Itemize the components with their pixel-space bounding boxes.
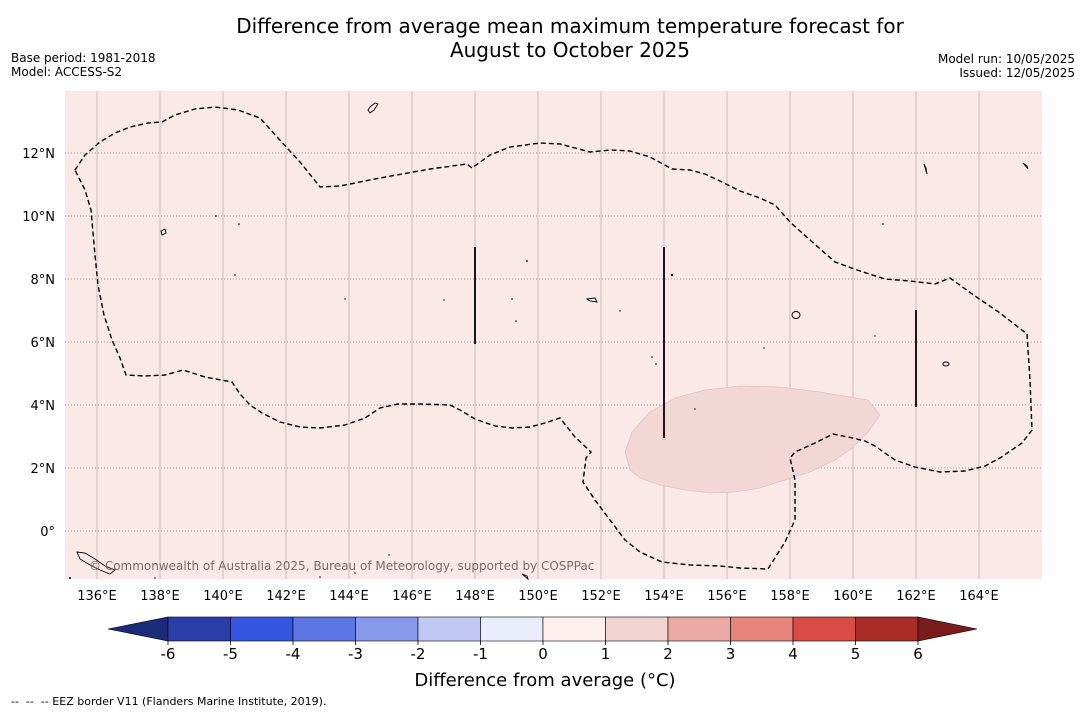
latitude-labels: 12°N 10°N 8°N 6°N 4°N 2°N 0° bbox=[22, 147, 55, 540]
base-period: Base period: 1981-2018 bbox=[11, 51, 156, 65]
lat-label: 12°N bbox=[22, 147, 55, 162]
footnote: -- -- -- EEZ border V11 (Flanders Marine… bbox=[11, 695, 327, 708]
colorbar-swatch bbox=[792, 616, 856, 642]
colorbar-swatch bbox=[417, 616, 481, 642]
colorbar-tick-label: 5 bbox=[851, 645, 861, 663]
colorbar-swatch bbox=[667, 616, 731, 642]
colorbar-tick-label: 1 bbox=[601, 645, 611, 663]
colorbar-tick-label: 2 bbox=[663, 645, 673, 663]
map-background bbox=[65, 91, 1042, 579]
lon-label: 160°E bbox=[833, 589, 873, 604]
colorbar-under-arrow bbox=[107, 616, 169, 642]
lon-label: 148°E bbox=[455, 589, 495, 604]
map-title: Difference from average mean maximum tem… bbox=[170, 14, 970, 62]
colorbar-tick-label: -4 bbox=[286, 645, 301, 663]
lat-label: 0° bbox=[40, 525, 55, 540]
colorbar-tick-label: 4 bbox=[788, 645, 798, 663]
colorbar-swatch bbox=[167, 616, 231, 642]
lon-label: 150°E bbox=[518, 589, 558, 604]
longitude-labels: 136°E 138°E 140°E 142°E 144°E 146°E 148°E 150°E… bbox=[77, 589, 999, 604]
colorbar-tick-label: -1 bbox=[473, 645, 488, 663]
colorbar-swatch bbox=[730, 616, 794, 642]
lon-label: 140°E bbox=[203, 589, 243, 604]
colorbar-swatch bbox=[480, 616, 544, 642]
colorbar-swatch bbox=[355, 616, 419, 642]
lon-label: 146°E bbox=[392, 589, 432, 604]
colorbar-swatch bbox=[605, 616, 669, 642]
copyright-text: © Commonwealth of Australia 2025, Bureau… bbox=[89, 559, 594, 573]
meta-left: Base period: 1981-2018 Model: ACCESS-S2 bbox=[11, 51, 156, 79]
lon-label: 164°E bbox=[959, 589, 999, 604]
island-outlines bbox=[76, 102, 1029, 581]
colorbar-tick-label: 6 bbox=[913, 645, 923, 663]
lon-label: 154°E bbox=[644, 589, 684, 604]
colorbar-tick-label: -2 bbox=[411, 645, 426, 663]
title-line-1: Difference from average mean maximum tem… bbox=[236, 14, 904, 38]
lat-label: 4°N bbox=[31, 399, 56, 414]
colorbar-swatch bbox=[292, 616, 356, 642]
island-dots bbox=[69, 215, 884, 579]
title-line-2: August to October 2025 bbox=[449, 38, 691, 62]
colorbar bbox=[107, 616, 978, 642]
colorbar-tick-label: 0 bbox=[538, 645, 548, 663]
colorbar-tick-label: -6 bbox=[161, 645, 176, 663]
colorbar-label: Difference from average (°C) bbox=[414, 670, 676, 691]
eez-boundary bbox=[74, 106, 1033, 570]
lat-label: 2°N bbox=[31, 462, 56, 477]
lon-label: 142°E bbox=[266, 589, 306, 604]
lon-label: 158°E bbox=[770, 589, 810, 604]
issued-date: Issued: 12/05/2025 bbox=[959, 66, 1075, 80]
lat-label: 10°N bbox=[22, 210, 55, 225]
colorbar-swatch bbox=[542, 616, 606, 642]
colorbar-tick-label: -5 bbox=[223, 645, 238, 663]
anomaly-region bbox=[624, 385, 881, 494]
colorbar-swatch bbox=[230, 616, 294, 642]
colorbar-ticks: -6 -5 -4 -3 -2 -1 0 1 2 3 4 5 6 bbox=[161, 641, 923, 663]
lat-label: 8°N bbox=[31, 273, 56, 288]
lon-label: 144°E bbox=[329, 589, 369, 604]
model-run: Model run: 10/05/2025 bbox=[937, 52, 1075, 66]
lat-label: 6°N bbox=[31, 336, 56, 351]
lon-label: 152°E bbox=[581, 589, 621, 604]
lon-label: 136°E bbox=[77, 589, 117, 604]
colorbar-over-arrow bbox=[917, 616, 978, 642]
lon-label: 156°E bbox=[707, 589, 747, 604]
map-graticule bbox=[65, 91, 1042, 579]
meta-right: Model run: 10/05/2025 Issued: 12/05/2025 bbox=[938, 52, 1075, 80]
model-name: Model: ACCESS-S2 bbox=[11, 65, 123, 79]
colorbar-tick-label: 3 bbox=[726, 645, 736, 663]
colorbar-tick-label: -3 bbox=[348, 645, 363, 663]
lon-label: 162°E bbox=[896, 589, 936, 604]
lon-label: 138°E bbox=[140, 589, 180, 604]
colorbar-swatch bbox=[855, 616, 919, 642]
